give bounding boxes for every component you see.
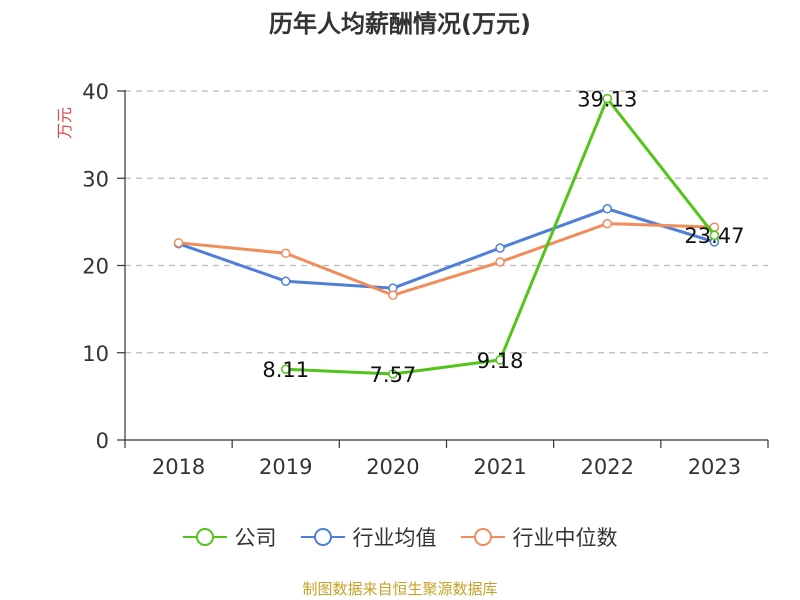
- data-point: [602, 218, 612, 229]
- data-point: [602, 93, 612, 104]
- legend: 公司 行业均值 行业中位数: [0, 522, 800, 552]
- data-point: [388, 290, 398, 300]
- legend-line-company-icon: [182, 528, 227, 546]
- data-point: [495, 243, 505, 253]
- x-tick-label: 2021: [473, 455, 526, 479]
- y-tick-label: 20: [82, 255, 109, 279]
- data-label: 7.57: [370, 363, 417, 387]
- data-point: [281, 276, 291, 286]
- data-point: [602, 204, 612, 214]
- x-tick-label: 2020: [366, 455, 419, 479]
- legend-item-industry-median[interactable]: 行业中位数: [460, 522, 618, 552]
- data-point: [495, 257, 505, 267]
- data-point: [173, 238, 184, 248]
- data-label: 39.13: [577, 88, 637, 112]
- legend-line-industry-avg-icon: [300, 528, 345, 546]
- y-tick-label: 30: [82, 167, 109, 191]
- data-point: [388, 369, 398, 379]
- data-label: 23.47: [684, 224, 744, 248]
- y-tick-label: 0: [96, 429, 109, 453]
- y-axis-label: 万元: [55, 107, 74, 139]
- data-point: [495, 355, 505, 365]
- series-line-2: [178, 222, 715, 297]
- x-tick-label: 2019: [259, 455, 312, 479]
- legend-item-industry-avg[interactable]: 行业均值: [300, 522, 437, 552]
- data-point: [281, 248, 291, 259]
- series-line-1: [178, 207, 715, 290]
- x-tick-label: 2018: [152, 455, 205, 479]
- data-label: 9.18: [477, 349, 524, 373]
- data-label: 8.11: [262, 358, 309, 382]
- legend-label-industry-avg: 行业均值: [352, 526, 437, 550]
- source-note: 制图数据来自恒生聚源数据库: [302, 580, 498, 598]
- series-line-0: [285, 97, 716, 376]
- data-point: [709, 230, 720, 240]
- legend-line-industry-median-icon: [460, 528, 505, 546]
- legend-label-industry-median: 行业中位数: [512, 526, 618, 550]
- x-tick-label: 2023: [688, 455, 741, 479]
- legend-item-company[interactable]: 公司: [182, 522, 277, 552]
- x-tick-label: 2022: [581, 455, 634, 479]
- y-tick-label: 10: [82, 342, 109, 366]
- chart-title: 历年人均薪酬情况(万元): [269, 10, 531, 38]
- data-point: [281, 364, 291, 374]
- y-tick-label: 40: [82, 80, 109, 104]
- legend-label-company: 公司: [234, 526, 277, 550]
